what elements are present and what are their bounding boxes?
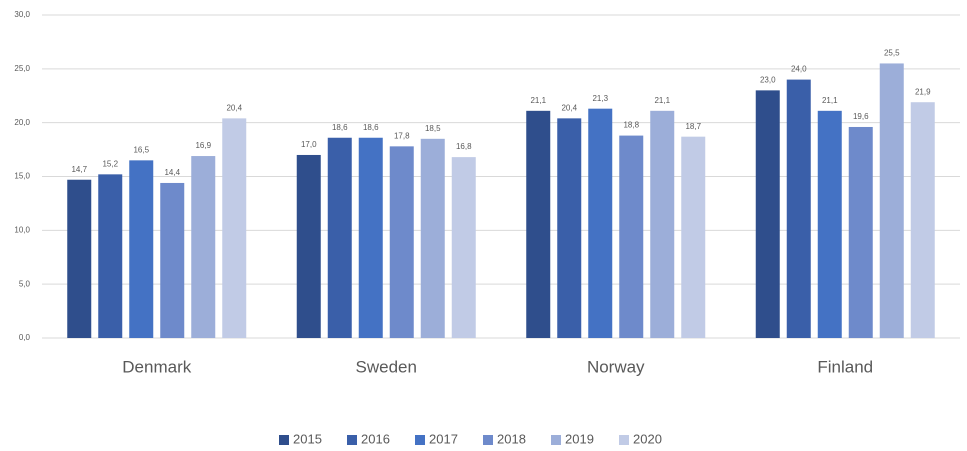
bar bbox=[557, 118, 582, 338]
x-tick-label: Norway bbox=[587, 357, 645, 376]
legend-label: 2015 bbox=[293, 431, 322, 446]
x-tick-label: Finland bbox=[817, 357, 873, 376]
bar bbox=[191, 156, 216, 338]
y-tick-label: 0,0 bbox=[19, 333, 31, 342]
bar bbox=[160, 182, 185, 338]
data-label: 19,6 bbox=[853, 112, 869, 121]
bar bbox=[129, 160, 154, 338]
y-tick-label: 5,0 bbox=[19, 279, 31, 288]
data-label: 21,9 bbox=[915, 87, 931, 96]
y-tick-label: 15,0 bbox=[14, 172, 30, 181]
data-label: 20,4 bbox=[561, 103, 577, 112]
legend-swatch bbox=[619, 435, 629, 445]
data-label: 23,0 bbox=[760, 75, 776, 84]
bar bbox=[358, 137, 383, 338]
data-label: 16,9 bbox=[195, 141, 211, 150]
data-label: 21,1 bbox=[530, 96, 546, 105]
data-label: 18,6 bbox=[363, 123, 379, 132]
legend-label: 2019 bbox=[565, 431, 594, 446]
legend-swatch bbox=[347, 435, 357, 445]
legend-swatch bbox=[279, 435, 289, 445]
x-tick-label: Denmark bbox=[122, 357, 191, 376]
bar bbox=[451, 157, 476, 338]
data-label: 18,7 bbox=[685, 122, 701, 131]
data-label: 21,3 bbox=[592, 94, 608, 103]
bar bbox=[879, 63, 904, 338]
bar bbox=[588, 108, 613, 338]
data-label: 17,8 bbox=[394, 131, 410, 140]
bar bbox=[681, 136, 706, 338]
bar bbox=[650, 110, 675, 338]
bar bbox=[817, 110, 842, 338]
bar bbox=[67, 179, 92, 338]
data-label: 20,4 bbox=[226, 103, 242, 112]
legend-swatch bbox=[483, 435, 493, 445]
data-label: 16,5 bbox=[133, 145, 149, 154]
legend-swatch bbox=[551, 435, 561, 445]
data-label: 21,1 bbox=[822, 96, 838, 105]
data-label: 21,1 bbox=[654, 96, 670, 105]
bar bbox=[389, 146, 414, 338]
data-label: 18,6 bbox=[332, 123, 348, 132]
bar bbox=[910, 102, 935, 339]
bar bbox=[526, 110, 551, 338]
data-label: 15,2 bbox=[102, 159, 118, 168]
legend-label: 2016 bbox=[361, 431, 390, 446]
bar bbox=[420, 138, 445, 338]
legend-swatch bbox=[415, 435, 425, 445]
legend-label: 2018 bbox=[497, 431, 526, 446]
data-label: 16,8 bbox=[456, 142, 472, 151]
data-label: 14,7 bbox=[71, 165, 87, 174]
bar bbox=[296, 154, 321, 338]
y-tick-label: 10,0 bbox=[14, 225, 30, 234]
y-tick-label: 20,0 bbox=[14, 118, 30, 127]
bar bbox=[327, 137, 352, 338]
data-label: 25,5 bbox=[884, 49, 900, 58]
bar bbox=[222, 118, 247, 338]
data-label: 24,0 bbox=[791, 65, 807, 74]
data-label: 17,0 bbox=[301, 140, 317, 149]
bar bbox=[848, 126, 873, 339]
x-tick-label: Sweden bbox=[356, 357, 417, 376]
legend-label: 2020 bbox=[633, 431, 662, 446]
y-tick-label: 30,0 bbox=[14, 10, 30, 19]
legend-label: 2017 bbox=[429, 431, 458, 446]
bar bbox=[786, 79, 811, 338]
data-label: 18,5 bbox=[425, 124, 441, 133]
bar bbox=[755, 90, 780, 338]
data-label: 14,4 bbox=[164, 168, 180, 177]
y-tick-label: 25,0 bbox=[14, 64, 30, 73]
bar bbox=[98, 174, 123, 338]
data-label: 18,8 bbox=[623, 121, 639, 130]
bar bbox=[619, 135, 644, 338]
